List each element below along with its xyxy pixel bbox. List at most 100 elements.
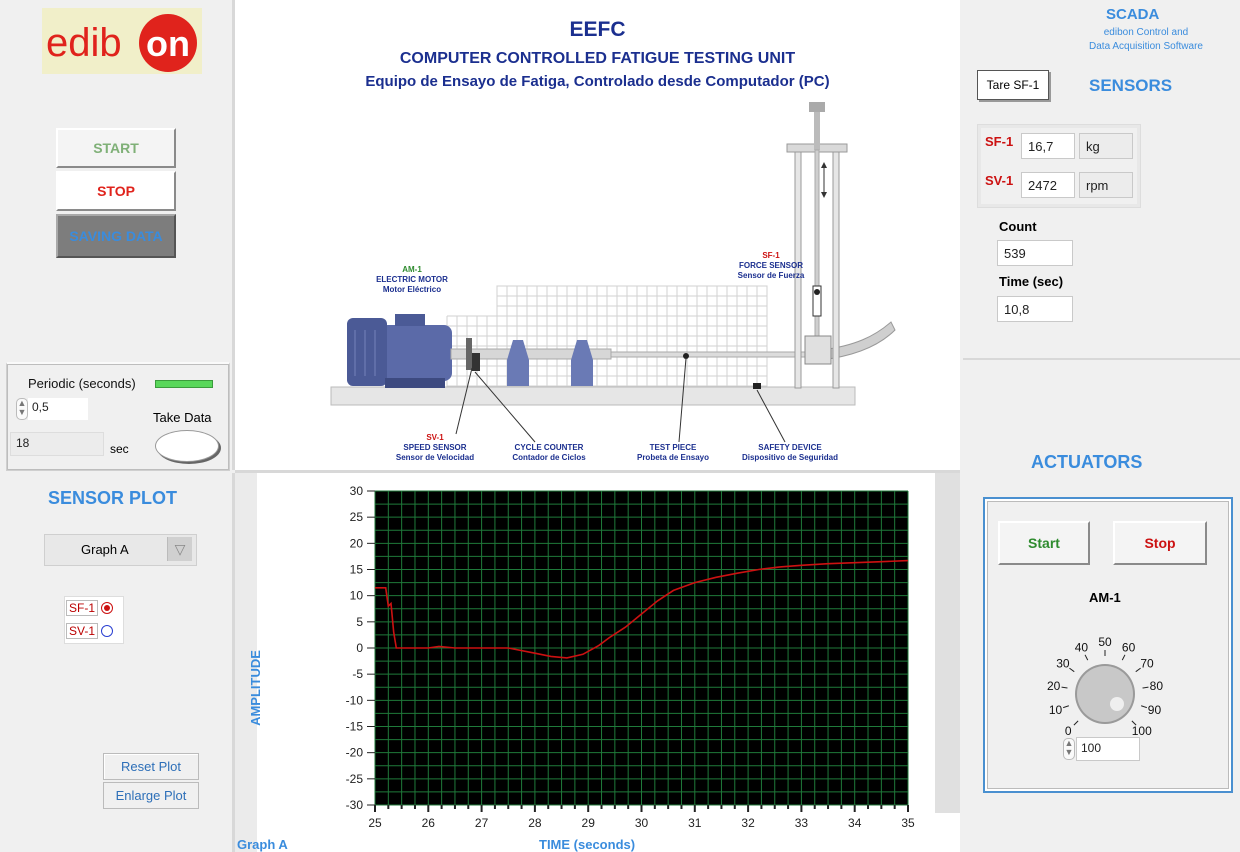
tare-sf1-button[interactable]: Tare SF-1 xyxy=(977,70,1049,100)
scada-line1: edibon Control and xyxy=(1103,27,1189,38)
reset-plot-button[interactable]: Reset Plot xyxy=(103,753,199,780)
graph-select[interactable]: Graph A ▽ xyxy=(44,534,197,566)
diagram-subtitle-es: Equipo de Ensayo de Fatiga, Controlado d… xyxy=(365,73,830,90)
knob-tick xyxy=(1140,705,1148,709)
y-tick-label: 5 xyxy=(356,615,363,629)
x-tick-label: 29 xyxy=(582,816,596,830)
knob-tick-label: 0 xyxy=(1065,724,1072,738)
periodic-stepper-icon[interactable]: ▲ ▼ xyxy=(16,398,28,420)
knob-tick-label: 40 xyxy=(1075,641,1089,655)
knob-stepper-icon[interactable]: ▲ ▼ xyxy=(1063,738,1075,760)
test-piece xyxy=(610,351,822,358)
sensor-chart: 30 25 20 15 10 5 0 -5 -10 -15 -20 -25 -30 25 26 27 28 29… xyxy=(248,484,915,830)
elapsed-unit: sec xyxy=(110,442,129,456)
label-sf1-code: SF-1 xyxy=(762,251,780,260)
series-option-sf1-label: SF-1 xyxy=(66,600,99,616)
x-tick-label: 34 xyxy=(848,816,862,830)
count-value: 539 xyxy=(997,240,1073,266)
label-safety-name-es: Dispositivo de Seguridad xyxy=(742,453,838,462)
knob-tick-label: 20 xyxy=(1047,679,1061,693)
enlarge-plot-button[interactable]: Enlarge Plot xyxy=(103,782,199,809)
graph-select-value: Graph A xyxy=(81,542,129,557)
y-axis-label: AMPLITUDE xyxy=(248,650,263,726)
logo-circle xyxy=(139,14,197,72)
periodic-frame xyxy=(6,362,230,471)
knob-tick xyxy=(1135,667,1141,673)
sf1-label: SF-1 xyxy=(985,134,1014,149)
scada-panel: SCADA edibon Control and Data Acquisitio… xyxy=(963,0,1240,360)
y-tick-label: 25 xyxy=(350,510,364,524)
scada-title: SCADA xyxy=(1106,6,1160,23)
y-axis-ticks: 30 25 20 15 10 5 0 -5 -10 -15 -20 -25 -30 xyxy=(346,484,375,812)
stop-button[interactable]: STOP xyxy=(56,171,176,211)
take-data-toggle[interactable] xyxy=(155,430,219,462)
label-sv1-code: SV-1 xyxy=(426,433,444,442)
radio-empty-icon[interactable] xyxy=(101,625,114,637)
diagram-gridlines xyxy=(446,285,768,390)
knob-tick-label: 10 xyxy=(1049,703,1063,717)
sv1-value: 2472 xyxy=(1021,172,1075,198)
left-control-panel: edib on START STOP SAVING DATA Periodic … xyxy=(0,0,235,471)
plot-grid xyxy=(374,490,909,806)
y-tick-label: -25 xyxy=(346,772,364,786)
knob-tick xyxy=(1131,720,1137,726)
speed-sensor-mark xyxy=(472,353,480,371)
time-value: 10,8 xyxy=(997,296,1073,322)
take-data-label: Take Data xyxy=(153,410,212,425)
knob-value-input[interactable]: 100 xyxy=(1076,737,1140,761)
actuators-title: ACTUATORS xyxy=(1031,452,1143,472)
label-sv1-name-es: Sensor de Velocidad xyxy=(396,453,474,462)
am1-knob[interactable]: 010 20 30 40 50 60 70 80 90 100 xyxy=(1013,604,1203,754)
safety-device-mark xyxy=(753,383,761,389)
diagram-panel: EEFC COMPUTER CONTROLLED FATIGUE TESTING… xyxy=(235,0,960,473)
y-tick-label: -5 xyxy=(352,667,363,681)
x-tick-label: 32 xyxy=(741,816,755,830)
knob-tick xyxy=(1084,654,1089,661)
start-button[interactable]: START xyxy=(56,128,176,168)
chevron-down-icon[interactable]: ▽ xyxy=(167,537,192,561)
radio-selected-icon[interactable] xyxy=(101,602,114,614)
periodic-led xyxy=(155,380,213,388)
x-tick-label: 35 xyxy=(901,816,915,830)
series-option-sf1[interactable]: SF-1 xyxy=(66,599,114,617)
knob-tick-label: 70 xyxy=(1140,656,1154,670)
motor-stop-button[interactable]: Stop xyxy=(1113,521,1207,565)
label-am1-code: AM-1 xyxy=(402,265,422,274)
count-label: Count xyxy=(999,219,1037,234)
knob-tick xyxy=(1121,654,1126,661)
x-axis-label: TIME (seconds) xyxy=(539,837,636,852)
label-counter-name: CYCLE COUNTER xyxy=(515,443,584,452)
elapsed-field: 18 xyxy=(10,432,104,456)
sv1-unit: rpm xyxy=(1079,172,1133,198)
y-tick-label: -20 xyxy=(346,746,364,760)
x-tick-label: 30 xyxy=(635,816,649,830)
knob-tick xyxy=(1142,686,1149,689)
saving-data-button[interactable]: SAVING DATA xyxy=(56,214,176,258)
edibon-logo: edib on xyxy=(42,8,202,74)
diagram-labels: AM-1 ELECTRIC MOTOR Motor Eléctrico SF-1… xyxy=(376,251,838,462)
series-option-sv1[interactable]: SV-1 xyxy=(66,622,114,640)
label-sv1-name: SPEED SENSOR xyxy=(403,443,466,452)
logo-text-right: on xyxy=(146,23,190,64)
svg-text:AM-1: AM-1 xyxy=(402,265,422,274)
x-tick-label: 26 xyxy=(422,816,436,830)
periodic-label: Periodic (seconds) xyxy=(28,376,136,391)
y-tick-label: 10 xyxy=(350,589,364,603)
label-sf1-name-es: Sensor de Fuerza xyxy=(738,271,805,280)
knob-tick-label: 30 xyxy=(1056,656,1070,670)
edibon-logo-art: edib on xyxy=(46,14,197,72)
label-safety-name: SAFETY DEVICE xyxy=(758,443,822,452)
knob-tick xyxy=(1073,720,1079,726)
base-plate xyxy=(330,386,856,406)
sv1-label: SV-1 xyxy=(985,173,1014,188)
y-tick-label: 30 xyxy=(350,484,364,498)
knob-tick-label: 50 xyxy=(1098,635,1112,649)
y-tick-label: -30 xyxy=(346,798,364,812)
label-am1-name-es: Motor Eléctrico xyxy=(383,285,441,294)
periodic-input[interactable]: 0,5 xyxy=(28,398,88,420)
chart-right-bar xyxy=(935,473,960,813)
logo-text-left: edib xyxy=(46,21,122,65)
motor-start-button[interactable]: Start xyxy=(998,521,1090,565)
x-axis-ticks: 25 26 27 28 29 30 31 32 33 34 35 xyxy=(368,805,915,830)
chart-panel: 30 25 20 15 10 5 0 -5 -10 -15 -20 -25 -30 25 26 27 28 29… xyxy=(235,473,960,852)
